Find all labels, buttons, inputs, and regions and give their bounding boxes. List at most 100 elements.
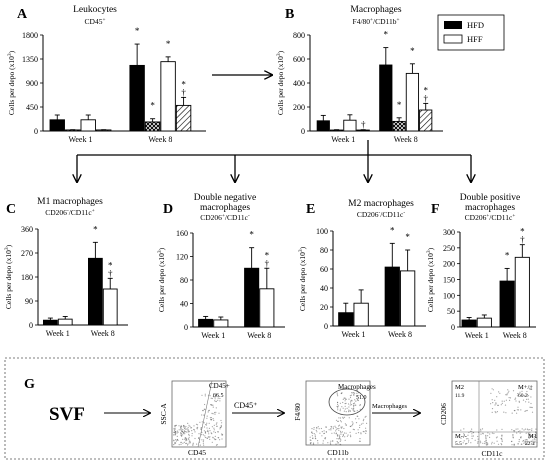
scatter-dot	[522, 399, 525, 401]
scatter-dot	[207, 431, 209, 433]
scatter-dot	[530, 434, 532, 437]
scatter-dot	[492, 389, 494, 391]
scatter-dot	[359, 438, 361, 440]
significance-marker: †	[108, 268, 113, 278]
scatter-dot	[526, 409, 528, 412]
scatter-dot	[334, 425, 336, 427]
scatter-dot	[201, 394, 203, 396]
scatter-dot	[208, 433, 210, 435]
x-tick-label: Week 1	[331, 135, 355, 144]
scatter-dot	[323, 432, 325, 435]
scatter-dot	[338, 429, 340, 431]
scatter-dot	[176, 438, 179, 441]
scatter-dot	[523, 394, 525, 397]
scatter-dot	[512, 435, 514, 437]
scatter-dot	[515, 400, 517, 402]
scatter-dot	[187, 428, 189, 430]
scatter-dot	[533, 438, 536, 440]
scatter-dots	[460, 387, 538, 446]
scatter-dot	[353, 429, 355, 431]
scatter-dot	[352, 404, 355, 406]
scatter-dot	[504, 404, 507, 406]
panel-subtitle: CD206-/CD11c-	[357, 210, 405, 219]
scatter-dot	[460, 429, 462, 431]
scatter-dot	[365, 432, 367, 434]
scatter-dot	[462, 442, 464, 444]
quadrant-name: M1	[528, 433, 537, 440]
scatter-dot	[176, 432, 178, 434]
scatter-dot	[359, 440, 361, 442]
quadrant-value: 11.9	[455, 393, 465, 399]
x-tick-label: Week 1	[465, 331, 489, 340]
scatter-dot	[335, 426, 337, 429]
scatter-dot	[183, 432, 185, 434]
scatter-dot	[527, 395, 530, 397]
scatter-dot	[485, 437, 487, 440]
scatter-dot	[506, 393, 508, 395]
scatter-dot	[348, 409, 350, 411]
scatter-dot	[485, 435, 487, 437]
scatter-dot	[480, 428, 482, 430]
scatter-dot	[350, 402, 352, 404]
scatter-dot	[331, 432, 333, 434]
scatter-dot	[208, 422, 210, 424]
scatter-dot	[356, 392, 358, 394]
scatter-dot	[505, 412, 507, 414]
scatter-dot	[366, 422, 368, 424]
scatter-dot	[333, 432, 335, 434]
scatter-dot	[199, 444, 201, 446]
scatter-dot	[336, 438, 338, 440]
scatter-dot	[315, 429, 317, 431]
scatter-dot	[337, 403, 339, 405]
scatter-dot	[342, 416, 344, 418]
scatter-dot	[517, 393, 519, 395]
panel-f: F Double positivemacrophagesCD206+/CD11c+…	[426, 193, 536, 340]
scatter-dot	[209, 395, 211, 397]
scatter-dot	[211, 397, 213, 400]
scatter-dot	[353, 402, 356, 404]
scatter-dot	[519, 430, 521, 432]
scatter-dot	[495, 437, 498, 439]
scatter-dot	[337, 434, 339, 436]
scatter-dot	[535, 436, 538, 438]
scatter-dot	[517, 443, 519, 445]
scatter-dot	[528, 436, 530, 438]
scatter-dot	[482, 433, 484, 435]
scatter-dot	[523, 429, 525, 431]
scatter-dot	[325, 426, 327, 428]
scatter-dot	[178, 444, 180, 446]
gate-line	[197, 380, 213, 448]
scatter-dot	[531, 428, 533, 430]
scatter-dot	[533, 435, 536, 438]
scatter-dot	[337, 395, 339, 397]
x-tick-label: Week 8	[394, 135, 418, 144]
significance-marker: †	[361, 120, 366, 130]
scatter-dot	[345, 402, 347, 404]
gate-arrow-1-label: CD45⁺	[234, 401, 257, 410]
y-tick-label: 40	[180, 300, 188, 309]
y-axis-label: Cells per depo (x103)	[4, 244, 13, 309]
scatter-dot	[520, 409, 522, 411]
flow-plot-quadrant: M2 11.9 M+/+ 60.3 M-/- 5.5 M1 22.3 CD11c…	[439, 380, 538, 458]
scatter-dot	[221, 434, 224, 436]
bar	[330, 129, 344, 132]
scatter-dot	[346, 407, 348, 409]
significance-marker: *	[405, 232, 410, 242]
scatter-dot	[339, 440, 341, 442]
scatter-dot	[193, 425, 195, 427]
scatter-dot	[187, 422, 189, 424]
scatter-dot	[530, 396, 532, 398]
scatter-dot	[175, 442, 177, 444]
scatter-dot	[487, 435, 489, 437]
scatter-dot	[511, 444, 513, 446]
scatter-dot	[521, 388, 524, 390]
scatter-dot	[466, 442, 468, 445]
scatter-dot	[220, 419, 222, 422]
scatter-dot	[500, 443, 502, 445]
scatter-dot	[527, 398, 529, 400]
scatter-dot	[174, 425, 176, 427]
scatter-dot	[318, 428, 320, 430]
y-tick-label: 1800	[22, 31, 38, 40]
scatter-dot	[340, 433, 342, 435]
